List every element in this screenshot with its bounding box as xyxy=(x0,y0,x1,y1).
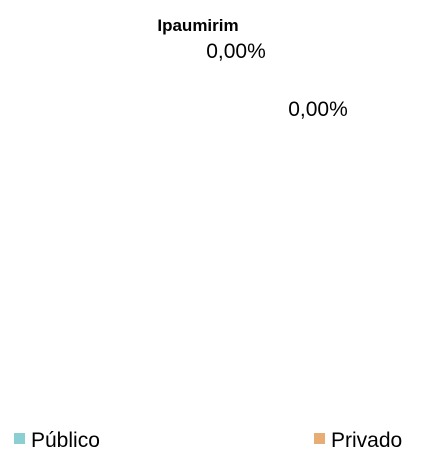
chart-title: Ipaumirim xyxy=(157,16,238,35)
legend-swatch xyxy=(314,433,325,444)
legend-label: Público xyxy=(31,429,100,450)
legend-swatch xyxy=(14,433,25,444)
data-label: 0,00% xyxy=(288,98,348,121)
data-label: 0,00% xyxy=(206,40,266,63)
legend-label: Privado xyxy=(331,429,402,450)
